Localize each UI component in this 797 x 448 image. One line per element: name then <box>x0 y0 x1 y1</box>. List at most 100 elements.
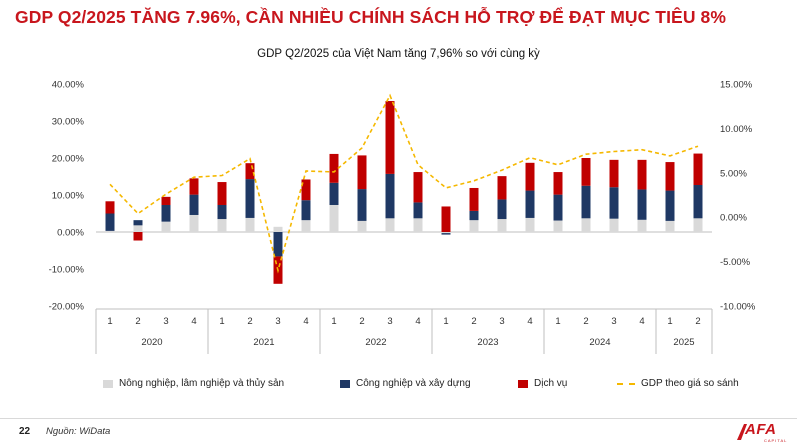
bar-industry <box>217 204 227 220</box>
legend-label-gdp: GDP theo giá so sánh <box>641 378 739 389</box>
bar-agriculture <box>637 219 647 232</box>
bar-services <box>301 179 311 201</box>
quarter-tick-label: 2 <box>695 316 700 327</box>
year-tick-label: 2022 <box>365 337 386 348</box>
year-tick-label: 2023 <box>477 337 498 348</box>
bar-agriculture <box>329 204 339 232</box>
y-right-tick-label: -10.00% <box>720 302 756 313</box>
bar-agriculture <box>161 221 171 232</box>
bar-agriculture <box>133 225 143 232</box>
legend-item-industry: Công nghiệp và xây dựng <box>340 378 471 389</box>
quarter-tick-label: 2 <box>359 316 364 327</box>
y-left-tick-label: 20.00% <box>52 154 85 165</box>
y-left-tick-label: 10.00% <box>52 191 85 202</box>
quarter-tick-label: 3 <box>499 316 504 327</box>
legend-swatch-gdp <box>617 382 635 385</box>
bar-services <box>469 187 479 211</box>
page-number: 22 <box>19 426 31 437</box>
quarter-tick-label: 2 <box>471 316 476 327</box>
bar-services <box>637 159 647 190</box>
bar-services <box>609 159 619 188</box>
legend-item-gdp: GDP theo giá so sánh <box>617 378 739 389</box>
bar-services <box>105 201 115 214</box>
headline: GDP Q2/2025 TĂNG 7.96%, CẦN NHIỀU CHÍNH … <box>15 7 727 27</box>
bar-industry <box>665 190 675 221</box>
bar-services <box>357 155 367 190</box>
chart-title: GDP Q2/2025 của Việt Nam tăng 7,96% so v… <box>257 48 540 60</box>
bar-industry <box>441 233 451 235</box>
bar-industry <box>189 194 199 215</box>
bar-services <box>329 153 339 183</box>
bar-services <box>385 101 395 174</box>
bar-agriculture <box>553 220 563 232</box>
bar-services <box>693 153 703 186</box>
bar-industry <box>245 179 255 218</box>
bar-agriculture <box>357 220 367 232</box>
y-right-tick-label: 5.00% <box>720 168 747 179</box>
source-note: Nguồn: WiData <box>46 426 111 437</box>
bar-services <box>133 232 143 241</box>
quarter-tick-label: 4 <box>639 316 644 327</box>
y-left-tick-label: -10.00% <box>49 265 85 276</box>
bar-services <box>189 178 199 195</box>
quarter-tick-label: 2 <box>135 316 140 327</box>
bar-agriculture <box>693 218 703 232</box>
bar-agriculture <box>385 218 395 232</box>
bar-agriculture <box>581 218 591 232</box>
bar-services <box>441 206 451 232</box>
bar-agriculture <box>273 226 283 232</box>
quarter-tick-label: 1 <box>555 316 560 327</box>
quarter-tick-label: 2 <box>583 316 588 327</box>
bar-agriculture <box>189 214 199 232</box>
quarter-tick-label: 4 <box>303 316 308 327</box>
y-right-tick-label: 15.00% <box>720 80 753 91</box>
footer-divider <box>0 418 797 419</box>
bar-industry <box>469 210 479 221</box>
year-tick-label: 2024 <box>589 337 610 348</box>
quarter-tick-label: 3 <box>275 316 280 327</box>
bar-agriculture <box>441 232 451 234</box>
bar-agriculture <box>525 217 535 232</box>
y-right-tick-label: -5.00% <box>720 257 751 268</box>
bar-services <box>525 162 535 191</box>
bar-agriculture <box>497 219 507 232</box>
legend-swatch-services <box>518 379 528 388</box>
bar-industry <box>329 182 339 205</box>
bar-agriculture <box>217 219 227 232</box>
y-left-tick-label: -20.00% <box>49 302 85 313</box>
bar-industry <box>105 213 115 231</box>
bar-services <box>161 196 171 205</box>
bar-industry <box>637 189 647 220</box>
y-right-tick-label: 0.00% <box>720 213 747 224</box>
bar-industry <box>133 220 143 226</box>
bar-agriculture <box>245 217 255 232</box>
quarter-tick-label: 3 <box>163 316 168 327</box>
y-right-tick-label: 10.00% <box>720 124 753 135</box>
quarter-tick-label: 2 <box>247 316 252 327</box>
quarter-tick-label: 1 <box>331 316 336 327</box>
quarter-tick-label: 4 <box>415 316 420 327</box>
quarter-tick-label: 4 <box>527 316 532 327</box>
bar-services <box>581 158 591 186</box>
bar-industry <box>413 202 423 219</box>
bar-agriculture <box>469 220 479 232</box>
quarter-tick-label: 1 <box>667 316 672 327</box>
quarter-tick-label: 3 <box>611 316 616 327</box>
bar-services <box>245 163 255 180</box>
bar-agriculture <box>609 218 619 232</box>
bar-services <box>553 172 563 195</box>
quarter-tick-label: 1 <box>107 316 112 327</box>
bar-services <box>217 182 227 205</box>
bar-agriculture <box>105 230 115 232</box>
legend-item-agriculture: Nông nghiệp, lâm nghiệp và thủy sản <box>103 378 284 389</box>
legend-label-agriculture: Nông nghiệp, lâm nghiệp và thủy sản <box>119 378 285 389</box>
bar-industry <box>161 204 171 222</box>
bar-industry <box>273 232 283 257</box>
bar-services <box>413 172 423 203</box>
legend-swatch-agriculture <box>103 379 113 388</box>
bar-industry <box>609 187 619 219</box>
y-left-tick-label: 0.00% <box>57 228 84 239</box>
bar-industry <box>693 185 703 219</box>
logo-text: AFA <box>745 421 777 438</box>
